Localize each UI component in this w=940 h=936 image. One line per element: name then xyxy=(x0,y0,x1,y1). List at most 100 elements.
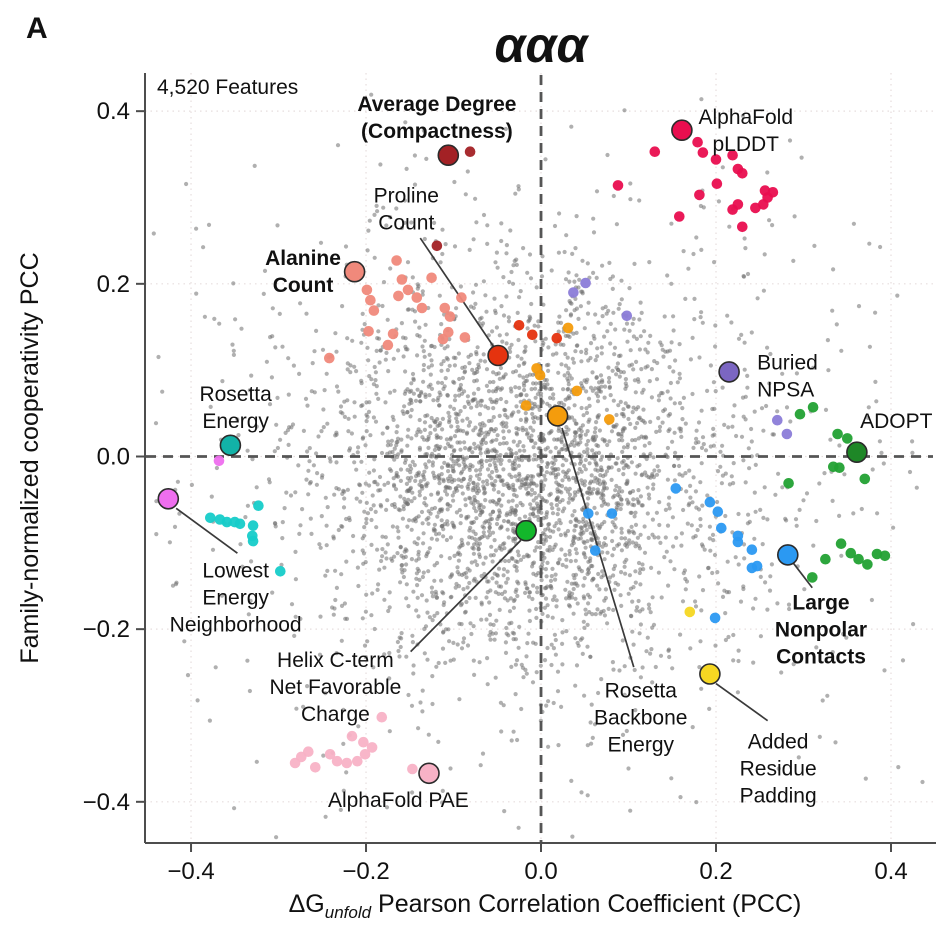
alphafold-pae-point xyxy=(296,751,307,763)
y-tick-label: 0.4 xyxy=(97,98,130,125)
rosetta-energy-point xyxy=(247,520,259,531)
rosetta-energy-point xyxy=(221,516,233,528)
alphafold-plddt-point xyxy=(727,204,738,215)
lowest-energy-neighborhood-label: Lowest Energy Neighborhood xyxy=(170,559,302,636)
y-axis-title: Family-normalized cooperativity PCC xyxy=(16,252,44,663)
lowest-energy-neighborhood-point xyxy=(213,455,225,467)
adopt-point xyxy=(862,559,873,570)
rosetta-energy-label: Rosetta Energy xyxy=(199,383,272,433)
alanine-count-point xyxy=(382,339,394,351)
alphafold-plddt-label: AlphaFold pLDDT xyxy=(698,106,793,156)
zero-dashed-lines xyxy=(146,75,933,842)
adopt-point xyxy=(794,408,806,420)
alphafold-plddt-point xyxy=(612,180,624,191)
x-tick-label: 0.4 xyxy=(874,858,907,885)
alanine-count-point xyxy=(387,328,399,340)
large-nonpolar-contacts-point xyxy=(712,506,724,517)
proline-count-point xyxy=(527,329,538,341)
alanine-count-point xyxy=(456,292,467,303)
features-count-note: 4,520 Features xyxy=(157,76,298,99)
x-tick-label: −0.4 xyxy=(167,858,214,885)
x-tick-label: 0.2 xyxy=(699,858,732,885)
rosetta-energy-point xyxy=(234,518,246,530)
alanine-count-point xyxy=(443,326,454,338)
alphafold-pae-point xyxy=(407,763,418,775)
alphafold-plddt-point xyxy=(737,221,748,233)
alanine-count-point xyxy=(361,284,373,296)
proline-count-highlight-point xyxy=(487,344,509,367)
adopt-point xyxy=(853,553,864,565)
chart-title: ααα xyxy=(494,17,589,73)
alanine-count-point xyxy=(396,274,408,285)
proline-count-label: Proline Count xyxy=(374,185,439,235)
alphafold-pae-point xyxy=(359,749,371,760)
buried-npsa-point xyxy=(781,428,793,440)
proline-count-point xyxy=(551,332,563,344)
rosetta-backbone-energy-label: Rosetta Backbone Energy xyxy=(594,679,687,756)
highlight-points xyxy=(157,119,868,785)
rosetta-backbone-energy-highlight-point xyxy=(546,405,569,427)
rosetta-energy-point xyxy=(247,535,259,547)
rosetta-backbone-energy-point xyxy=(562,322,574,334)
adopt-point xyxy=(879,550,891,562)
large-nonpolar-contacts-point xyxy=(732,536,744,548)
buried-npsa-point xyxy=(621,310,633,322)
average-degree-label: Average Degree (Compactness) xyxy=(357,93,516,143)
large-nonpolar-contacts-highlight-point xyxy=(776,544,799,566)
added-residue-padding-label: Added Residue Padding xyxy=(740,730,817,807)
y-tick-label: 0.0 xyxy=(97,443,130,470)
alphafold-plddt-highlight-point xyxy=(671,119,693,141)
added-residue-padding-point xyxy=(684,606,696,618)
buried-npsa-highlight-point xyxy=(718,361,740,383)
alphafold-pae-point xyxy=(324,749,336,760)
x-tick-label: −0.2 xyxy=(342,858,389,885)
alphafold-pae-point xyxy=(310,762,321,773)
rosetta-energy-point xyxy=(253,500,264,512)
alanine-count-point xyxy=(416,302,428,314)
average-degree-highlight-point xyxy=(437,144,460,166)
rosetta-energy-point xyxy=(205,512,216,524)
alphafold-pae-point xyxy=(366,742,378,753)
rosetta-backbone-energy-point xyxy=(604,414,615,425)
average-degree-point xyxy=(431,240,443,252)
alanine-count-point xyxy=(363,326,374,337)
alphafold-plddt-point xyxy=(737,168,748,179)
alphafold-plddt-point xyxy=(694,189,705,201)
alanine-count-point xyxy=(444,311,456,322)
alphafold-pae-label: AlphaFold PAE xyxy=(328,789,469,812)
alanine-count-point xyxy=(439,302,451,314)
large-nonpolar-contacts-label: Large Nonpolar Contacts xyxy=(775,591,867,668)
adopt-point xyxy=(807,402,819,413)
alphafold-plddt-point xyxy=(649,146,661,157)
alanine-count-point xyxy=(391,255,402,266)
adopt-point xyxy=(820,553,831,565)
large-nonpolar-contacts-point xyxy=(590,545,601,556)
rosetta-backbone-energy-point xyxy=(571,385,583,397)
alanine-count-highlight-point xyxy=(343,260,366,283)
proline-count-point xyxy=(513,320,525,331)
large-nonpolar-contacts-point xyxy=(709,612,721,624)
y-tick-label: −0.4 xyxy=(83,789,130,816)
adopt-point xyxy=(832,428,843,440)
large-nonpolar-contacts-point xyxy=(606,508,618,519)
alphafold-pae-highlight-point xyxy=(418,762,440,785)
large-nonpolar-contacts-point xyxy=(583,508,594,519)
proline-count-leader-line xyxy=(419,237,495,348)
average-degree-point xyxy=(464,146,476,157)
alphafold-pae-point xyxy=(376,711,388,723)
adopt-point xyxy=(842,433,853,444)
added-residue-padding-leader-line xyxy=(715,682,769,722)
adopt-label: ADOPT xyxy=(860,410,933,433)
large-nonpolar-contacts-point xyxy=(704,496,716,508)
gray-point-cloud xyxy=(151,92,925,840)
alanine-count-point xyxy=(324,352,335,364)
adopt-point xyxy=(845,547,857,559)
panel-label: A xyxy=(26,12,48,45)
large-nonpolar-contacts-point xyxy=(670,483,682,494)
axis-ticks: −0.4 −0.2 0.0 0.2 0.4 −0.4 −0.2 0.0 0.2 0.4 xyxy=(83,98,908,885)
rosetta-backbone-energy-point xyxy=(534,370,546,381)
annotation-labels: Average Degree (Compactness) AlphaFold pLDD… xyxy=(170,93,933,812)
alanine-count-point xyxy=(402,284,414,296)
